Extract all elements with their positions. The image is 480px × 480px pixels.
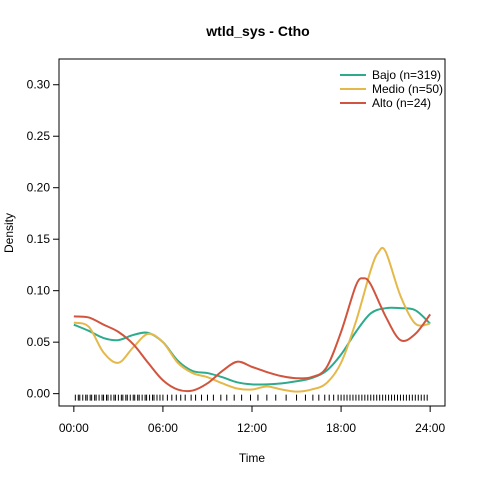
y-axis-label: Density [2, 213, 16, 253]
y-tick-label: 0.10 [27, 284, 51, 298]
series-line-1 [73, 246, 431, 393]
rug-marks [74, 394, 428, 401]
legend-label: Medio (n=50) [372, 82, 443, 96]
legend-label: Alto (n=24) [372, 96, 431, 110]
y-axis: 0.00 0.05 0.10 0.15 0.20 0.25 0.30 [27, 78, 60, 401]
series-lines [73, 246, 431, 393]
x-tick-label: 18:00 [326, 421, 356, 435]
series-line-0 [73, 306, 431, 386]
legend-label: Bajo (n=319) [372, 68, 441, 82]
x-tick-label: 06:00 [148, 421, 178, 435]
y-tick-label: 0.00 [27, 387, 51, 401]
x-axis-label: Time [239, 451, 266, 465]
series-line-2 [73, 277, 431, 393]
x-tick-label: 12:00 [237, 421, 267, 435]
x-axis: 00:00 06:00 12:00 18:00 24:00 [59, 405, 445, 435]
y-tick-label: 0.25 [27, 129, 51, 143]
legend: Bajo (n=319)Medio (n=50)Alto (n=24) [340, 68, 443, 110]
x-tick-label: 00:00 [59, 421, 89, 435]
x-tick-label: 24:00 [415, 421, 445, 435]
plot-frame [58, 58, 446, 407]
chart-title: wtld_sys - Ctho [205, 23, 309, 39]
y-tick-label: 0.15 [27, 232, 51, 246]
y-tick-label: 0.20 [27, 181, 51, 195]
y-tick-label: 0.30 [27, 78, 51, 92]
y-tick-label: 0.05 [27, 335, 51, 349]
